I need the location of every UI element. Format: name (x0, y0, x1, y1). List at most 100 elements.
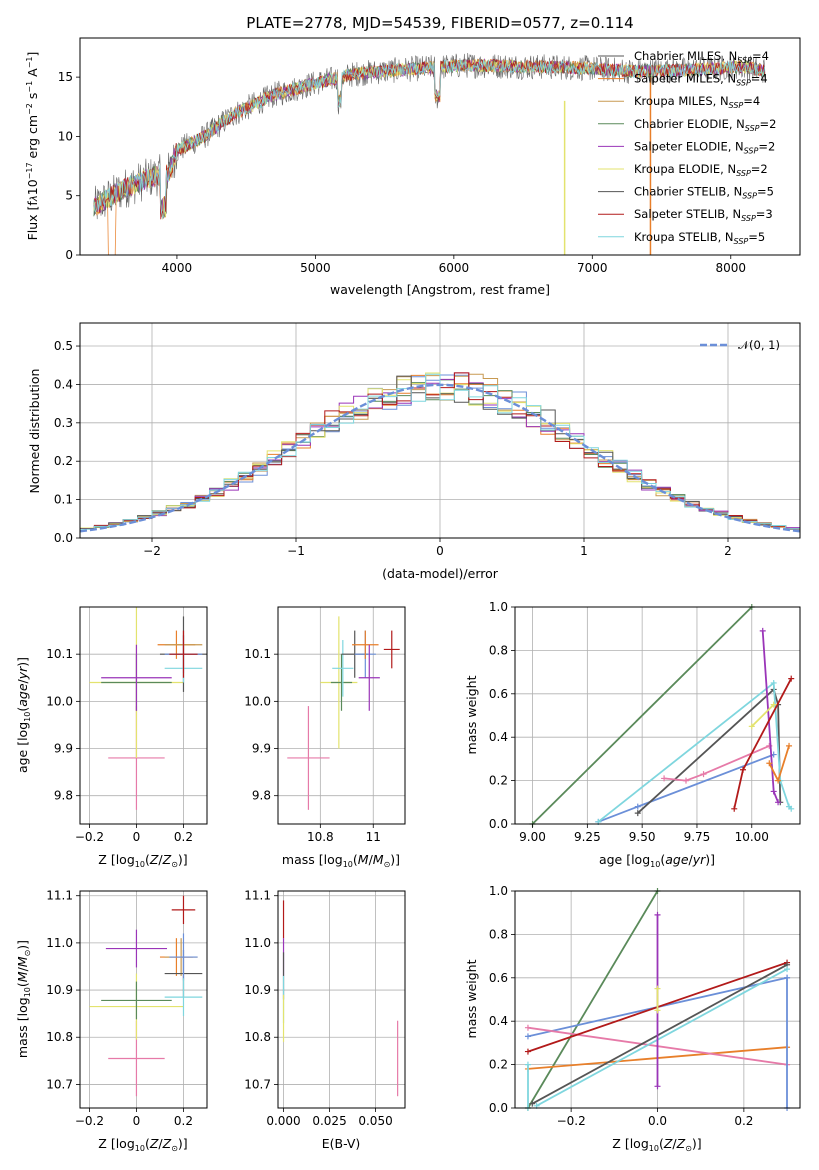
y-tick-label: 0.8 (489, 643, 508, 657)
massweight-vs-metallicity-panel: −0.2 0.0 0.2 0.0 0.2 0.4 0.6 0.8 1.0 Z [log10(Z/… (464, 884, 801, 1153)
age-z-ylabel: age [log10(age/yr)] (15, 657, 32, 773)
mass-weight-line (531, 606, 753, 825)
y-tick-label: 10.9 (244, 983, 271, 997)
legend-entry: Chabrier STELIB, NSSP=5 (634, 185, 774, 201)
y-tick-label: 0.6 (489, 971, 508, 985)
x-tick-label: 11 (366, 830, 381, 844)
mass-weight-marker (654, 1083, 661, 1090)
y-tick-label: 0.1 (54, 493, 73, 507)
mass-weight-marker (784, 974, 791, 981)
mass-vs-metallicity-points (89, 895, 203, 1097)
errorbar-point (287, 706, 330, 810)
normal-legend-label: 𝒩(0, 1) (738, 338, 780, 352)
mass-z-xlabel: Z [log10(Z/Z⊙)] (98, 1136, 187, 1153)
x-tick-label: 10.8 (307, 830, 334, 844)
mass-weight-marker (770, 679, 777, 686)
errorbar-point (330, 654, 353, 711)
y-tick-label: 10.1 (46, 647, 73, 661)
mass-vs-ebv-panel: 0.000 0.025 0.050 10.7 10.8 10.9 11.0 11.1 E(B-… (244, 889, 406, 1151)
y-tick-label: 9.9 (252, 742, 271, 756)
y-tick-label: 10.8 (244, 1030, 271, 1044)
mw-age-ylabel: mass weight (464, 675, 479, 754)
y-tick-label: 10.0 (46, 694, 73, 708)
x-tick-label: 0.025 (312, 1114, 346, 1128)
mass-z-ylabel: mass [log10(M/M⊙)] (15, 940, 32, 1058)
spectrum-legend: Chabrier MILES, NSSP=4 Salpeter MILES, NS… (598, 49, 776, 246)
spectrum-lines (93, 52, 766, 256)
legend-entry: Kroupa MILES, NSSP=4 (634, 94, 760, 110)
mass-weight-marker (770, 788, 777, 795)
residuals-xlabel: (data-model)/error (382, 566, 499, 581)
x-tick-label: 0 (133, 1114, 141, 1128)
age-mass-xlabel: mass [log10(M/M⊙)] (282, 852, 400, 869)
errorbar-point (101, 644, 172, 711)
y-tick-label: 0.2 (489, 774, 508, 788)
errorbar-point (101, 981, 172, 1020)
mass-weight-marker (524, 1024, 531, 1031)
mass-weight-marker (784, 966, 791, 973)
spectrum-ylabel: Flux [fλ10−17 erg cm−2 s−1 A−1] (25, 52, 40, 241)
y-tick-label: 10.8 (46, 1030, 73, 1044)
mass-weight-marker (529, 1100, 536, 1107)
y-tick-label: 0.6 (489, 687, 508, 701)
mass-vs-metallicity-panel: −0.2 0 0.2 10.7 10.8 10.9 11.0 11.1 Z [log10(Z/… (15, 889, 208, 1153)
x-tick-label: 10.00 (735, 830, 769, 844)
y-tick-label: 0.0 (489, 1101, 508, 1115)
legend-entry: Kroupa STELIB, NSSP=5 (634, 230, 765, 246)
mass-weight-marker (524, 1033, 531, 1040)
y-tick-label: 0.8 (489, 927, 508, 941)
errorbar-point (164, 978, 203, 1017)
mw-z-xlabel: Z [log10(Z/Z⊙)] (612, 1136, 701, 1153)
residuals-legend: 𝒩(0, 1) (700, 338, 780, 352)
x-tick-label: −0.2 (75, 1114, 104, 1128)
y-tick-label: 10 (58, 129, 73, 143)
y-tick-label: 11.1 (244, 889, 271, 903)
errorbar-point (169, 630, 198, 678)
y-tick-label: 10.0 (244, 694, 271, 708)
massweight-vs-age-lines (529, 604, 795, 827)
massweight-vs-age-panel: 9.00 9.25 9.50 9.75 10.000.00.20.40.60.81.0 … (464, 600, 801, 869)
legend-entry: Kroupa ELODIE, NSSP=2 (634, 162, 768, 178)
errorbar-point (383, 630, 400, 669)
x-tick-label: 0.0 (648, 1114, 667, 1128)
residual-histograms (79, 372, 801, 533)
x-tick-label: 2 (724, 544, 732, 558)
errorbar-point (332, 640, 354, 697)
spectrum-series (93, 59, 765, 220)
mass-weight-line (527, 890, 659, 1109)
x-tick-label: −0.2 (557, 1114, 586, 1128)
x-tick-label: 5000 (300, 261, 331, 275)
x-tick-label: −1 (287, 544, 305, 558)
x-tick-label: 9.75 (684, 830, 711, 844)
y-tick-label: 10.1 (244, 647, 271, 661)
y-tick-label: 1.0 (489, 600, 508, 614)
y-tick-label: 0.5 (54, 339, 73, 353)
errorbar-point (171, 895, 196, 925)
errorbar-point (352, 630, 379, 659)
mass-weight-line (531, 964, 788, 1105)
mass-weight-marker (775, 799, 782, 806)
legend-entry: Salpeter ELODIE, NSSP=2 (634, 139, 775, 155)
y-tick-label: 0.2 (489, 1058, 508, 1072)
y-tick-label: 0 (65, 248, 73, 262)
y-tick-label: 5 (65, 189, 73, 203)
mass-weight-marker (766, 760, 773, 767)
mass-weight-marker (634, 803, 641, 810)
mw-z-ylabel: mass weight (464, 959, 479, 1038)
mass-weight-marker (788, 675, 795, 682)
residuals-ylabel: Normed distribution (27, 369, 42, 494)
y-tick-label: 9.9 (54, 742, 73, 756)
x-tick-label: −0.2 (75, 830, 104, 844)
y-tick-label: 10.7 (244, 1077, 271, 1091)
x-tick-label: 8000 (715, 261, 746, 275)
age-vs-mass-panel: 10.8 11 9.8 9.9 10.0 10.1 mass [log10(M/M⊙)] (244, 606, 406, 869)
x-tick-label: 0 (436, 544, 444, 558)
y-tick-label: 1.0 (489, 884, 508, 898)
mass-weight-marker (661, 775, 668, 782)
mass-weight-marker (654, 1007, 661, 1014)
x-tick-label: 0.050 (358, 1114, 392, 1128)
x-tick-label: 9.50 (629, 830, 656, 844)
x-tick-label: 0.2 (174, 1114, 193, 1128)
mass-weight-marker (524, 1061, 531, 1068)
mass-vs-ebv-points (282, 900, 399, 1097)
